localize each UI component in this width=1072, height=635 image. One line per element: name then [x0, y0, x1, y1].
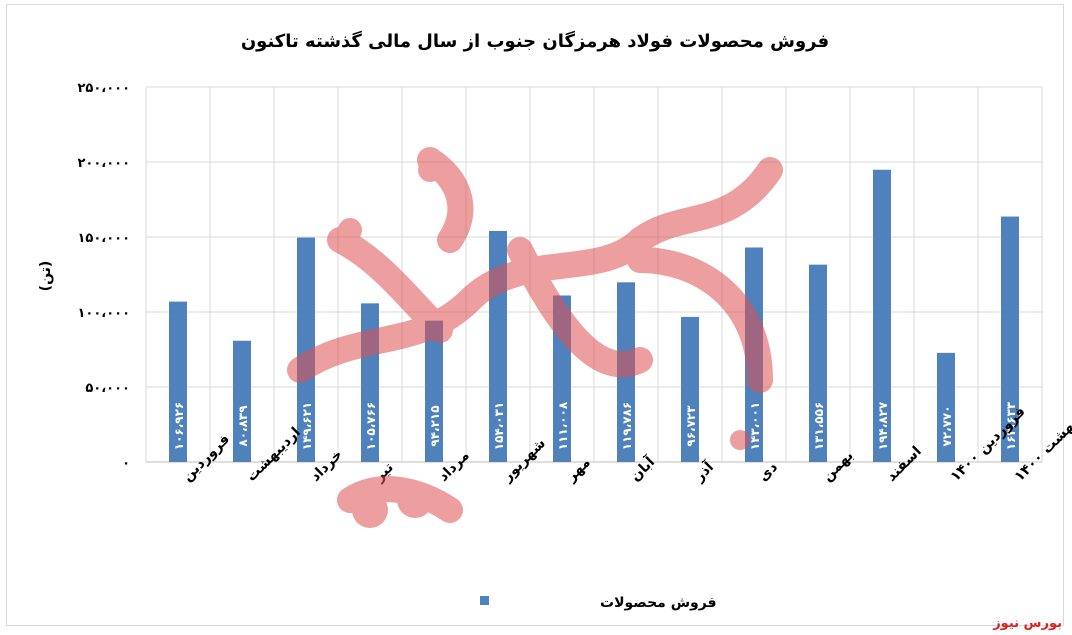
watermark-dot	[338, 218, 362, 242]
watermark-stroke	[327, 227, 453, 343]
data-label: ۹۴،۲۱۵	[428, 405, 442, 446]
bar	[681, 316, 699, 462]
data-label: ۱۱۱،۰۰۸	[556, 401, 570, 450]
data-label: ۱۰۵،۷۶۶	[364, 402, 378, 451]
data-label: ۱۴۹،۶۲۱	[300, 402, 314, 451]
watermark-dot	[397, 482, 433, 518]
bar	[425, 320, 443, 462]
bar	[873, 169, 891, 462]
data-label: ۱۶۳،۶۳۳	[1004, 401, 1018, 450]
watermark-dot	[352, 492, 388, 528]
chart-title: فروش محصولات فولاد هرمزگان جنوب از سال م…	[241, 30, 829, 52]
bar	[169, 301, 187, 462]
y-tick-label: ۲۵۰،۰۰۰	[77, 81, 130, 96]
data-label: ۱۱۹،۷۸۶	[620, 402, 634, 451]
bars: ۱۰۶،۹۲۶ ۸۰،۸۳۹ ۱۴۹،۶۲۱ ۱۰۵،۷۶۶ ۹۴،۲۱۵ ۱۵۴،۰۳۱…	[169, 169, 1019, 462]
brand-label: بورس نیوز	[993, 616, 1062, 631]
bar	[1001, 216, 1019, 462]
data-label: ۱۹۴،۸۲۷	[876, 401, 890, 450]
gridlines	[145, 86, 1043, 463]
bar	[233, 340, 251, 462]
data-label: ۹۶،۷۲۳	[684, 405, 698, 447]
data-label: ۱۰۶،۹۲۶	[172, 402, 186, 451]
x-tick-label: دی	[756, 459, 781, 484]
y-tick-label: ۲۰۰،۰۰۰	[77, 156, 130, 171]
bar	[297, 237, 315, 462]
data-label: ۱۳۱،۵۵۶	[812, 402, 826, 451]
bar	[809, 264, 827, 462]
data-label: ۱۴۳،۰۰۱	[748, 402, 762, 451]
data-label: ۱۵۴،۰۳۱	[492, 402, 506, 451]
watermark-dot	[730, 430, 750, 450]
y-tick-label: ۰	[122, 456, 130, 471]
legend: فروش محصولات	[480, 595, 717, 611]
data-label: ۸۰،۸۳۹	[236, 405, 250, 447]
watermark-stroke	[507, 237, 653, 378]
watermark-stroke	[287, 157, 783, 383]
legend-swatch	[480, 596, 489, 605]
y-tick-label: ۱۵۰،۰۰۰	[77, 231, 130, 246]
bar	[937, 352, 955, 462]
watermark-stroke	[627, 247, 773, 393]
y-axis-label: (تن)	[38, 261, 54, 292]
legend-label: فروش محصولات	[600, 595, 717, 611]
y-axis-ticks: ۰ ۵۰،۰۰۰ ۱۰۰،۰۰۰ ۱۵۰،۰۰۰ ۲۰۰،۰۰۰ ۲۵۰،۰۰۰	[77, 81, 130, 471]
x-tick-label: فروردین	[180, 431, 234, 485]
y-tick-label: ۱۰۰،۰۰۰	[77, 306, 130, 321]
watermark-dot	[418, 158, 442, 182]
watermark-logo	[287, 147, 783, 528]
data-label: ۷۲،۷۷۰	[940, 405, 954, 446]
y-tick-label: ۵۰،۰۰۰	[85, 381, 130, 396]
